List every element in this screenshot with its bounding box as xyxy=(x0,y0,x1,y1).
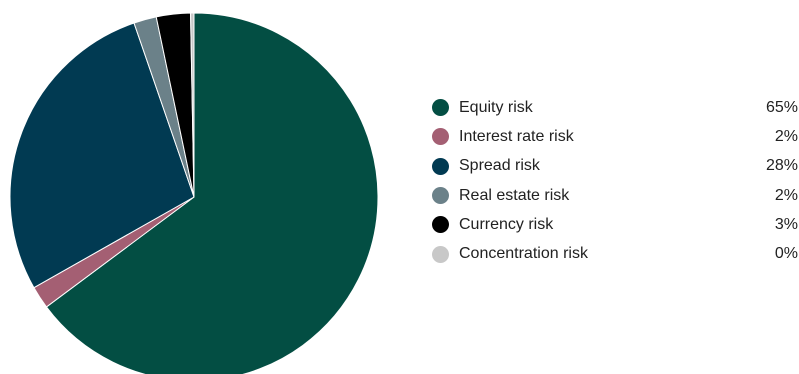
legend-value: 2% xyxy=(774,186,798,204)
legend: Equity risk 65% Interest rate risk 2% Sp… xyxy=(432,93,798,269)
legend-swatch xyxy=(432,128,449,146)
legend-label: Equity risk xyxy=(459,98,533,116)
legend-item-spread-risk: Spread risk 28% xyxy=(432,152,798,181)
pie-slice-concentration-risk xyxy=(190,12,195,198)
legend-item-interest-rate-risk: Interest rate risk 2% xyxy=(432,122,798,151)
legend-item-equity-risk: Equity risk 65% xyxy=(432,93,798,122)
legend-swatch xyxy=(432,187,449,205)
legend-value: 2% xyxy=(774,127,798,145)
legend-item-currency-risk: Currency risk 3% xyxy=(432,210,798,239)
legend-swatch xyxy=(432,99,449,117)
legend-value: 0% xyxy=(774,245,798,263)
pie-slice-spread-risk xyxy=(9,22,195,289)
legend-value: 3% xyxy=(774,215,798,233)
legend-value: 65% xyxy=(765,98,798,116)
legend-label: Interest rate risk xyxy=(459,127,574,145)
legend-label: Spread risk xyxy=(459,157,540,175)
legend-label: Real estate risk xyxy=(459,186,570,204)
legend-label: Currency risk xyxy=(459,215,554,233)
legend-value: 28% xyxy=(765,157,798,175)
legend-swatch xyxy=(432,216,449,234)
legend-item-real-estate-risk: Real estate risk 2% xyxy=(432,181,798,210)
legend-item-concentration-risk: Concentration risk 0% xyxy=(432,239,798,268)
pie-slice-equity-risk xyxy=(45,12,379,374)
legend-swatch xyxy=(432,157,449,175)
legend-label: Concentration risk xyxy=(459,245,588,263)
pie-chart xyxy=(9,12,379,374)
legend-swatch xyxy=(432,245,449,263)
